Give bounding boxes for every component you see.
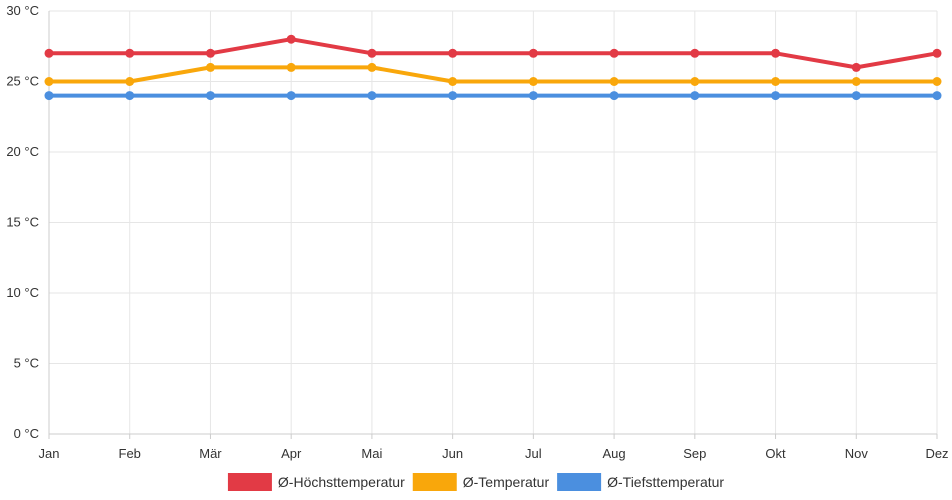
legend-swatch <box>557 473 602 491</box>
y-tick-label: 20 °C <box>6 144 39 159</box>
data-point[interactable] <box>690 48 700 58</box>
data-point[interactable] <box>609 48 619 58</box>
data-point[interactable] <box>851 77 861 86</box>
data-point[interactable] <box>932 91 942 101</box>
x-tick-label: Nov <box>845 446 869 461</box>
data-point[interactable] <box>205 62 215 72</box>
y-tick-label: 25 °C <box>6 74 39 89</box>
y-tick-label: 5 °C <box>14 356 39 371</box>
series-group <box>44 62 942 86</box>
series-group <box>44 91 942 101</box>
data-point[interactable] <box>125 77 135 86</box>
data-point[interactable] <box>367 48 377 58</box>
data-point[interactable] <box>367 91 377 101</box>
y-tick-label: 15 °C <box>6 215 39 230</box>
data-point[interactable] <box>771 48 781 58</box>
data-point[interactable] <box>528 48 538 58</box>
x-tick-label: Aug <box>603 446 626 461</box>
data-point[interactable] <box>44 48 54 58</box>
data-point[interactable] <box>528 91 538 101</box>
data-point[interactable] <box>44 91 54 101</box>
legend-label: Ø-Tiefsttemperatur <box>607 474 724 490</box>
data-point[interactable] <box>286 34 296 44</box>
x-tick-label: Jan <box>39 446 60 461</box>
data-point[interactable] <box>690 91 700 101</box>
series-group <box>44 34 942 72</box>
axes: 0 °C 5 °C 10 °C 15 °C 20 °C 25 °C 30 °C Jan Feb M… <box>6 3 948 461</box>
y-tick-label: 30 °C <box>6 3 39 18</box>
data-point[interactable] <box>609 91 619 101</box>
data-point[interactable] <box>205 91 215 101</box>
series-line <box>47 37 939 70</box>
data-point[interactable] <box>448 91 458 101</box>
grid <box>48 10 938 435</box>
legend-item[interactable]: Ø-Höchsttemperatur <box>227 473 405 491</box>
data-point[interactable] <box>932 48 942 58</box>
data-point[interactable] <box>932 77 942 86</box>
x-tick-label: Mär <box>199 446 222 461</box>
data-point[interactable] <box>771 77 781 86</box>
legend-item[interactable]: Ø-Temperatur <box>412 473 550 491</box>
legend-swatch <box>227 473 272 491</box>
data-point[interactable] <box>448 77 458 86</box>
data-point[interactable] <box>851 91 861 101</box>
series-line <box>47 65 939 84</box>
data-point[interactable] <box>125 91 135 101</box>
legend-swatch <box>412 473 457 491</box>
data-point[interactable] <box>367 62 377 72</box>
x-tick-label: Dez <box>925 446 948 461</box>
data-point[interactable] <box>44 77 54 86</box>
data-point[interactable] <box>528 77 538 86</box>
legend-label: Ø-Temperatur <box>463 474 550 490</box>
legend: Ø-Höchsttemperatur Ø-Temperatur Ø-Tiefstte… <box>227 473 724 491</box>
y-tick-label: 0 °C <box>14 426 39 441</box>
data-point[interactable] <box>851 62 861 72</box>
x-tick-label: Jun <box>442 446 463 461</box>
x-tick-label: Apr <box>281 446 302 461</box>
data-point[interactable] <box>286 62 296 72</box>
data-point[interactable] <box>771 91 781 101</box>
y-tick-label: 10 °C <box>6 285 39 300</box>
series <box>44 34 942 101</box>
data-point[interactable] <box>448 48 458 58</box>
data-point[interactable] <box>609 77 619 86</box>
legend-item[interactable]: Ø-Tiefsttemperatur <box>557 473 724 491</box>
x-tick-label: Okt <box>765 446 786 461</box>
x-tick-label: Jul <box>525 446 542 461</box>
data-point[interactable] <box>690 77 700 86</box>
data-point[interactable] <box>286 91 296 101</box>
legend-label: Ø-Höchsttemperatur <box>278 474 405 490</box>
x-tick-label: Feb <box>119 446 141 461</box>
data-point[interactable] <box>205 48 215 58</box>
x-tick-label: Mai <box>361 446 382 461</box>
data-point[interactable] <box>125 48 135 58</box>
x-tick-label: Sep <box>683 446 706 461</box>
